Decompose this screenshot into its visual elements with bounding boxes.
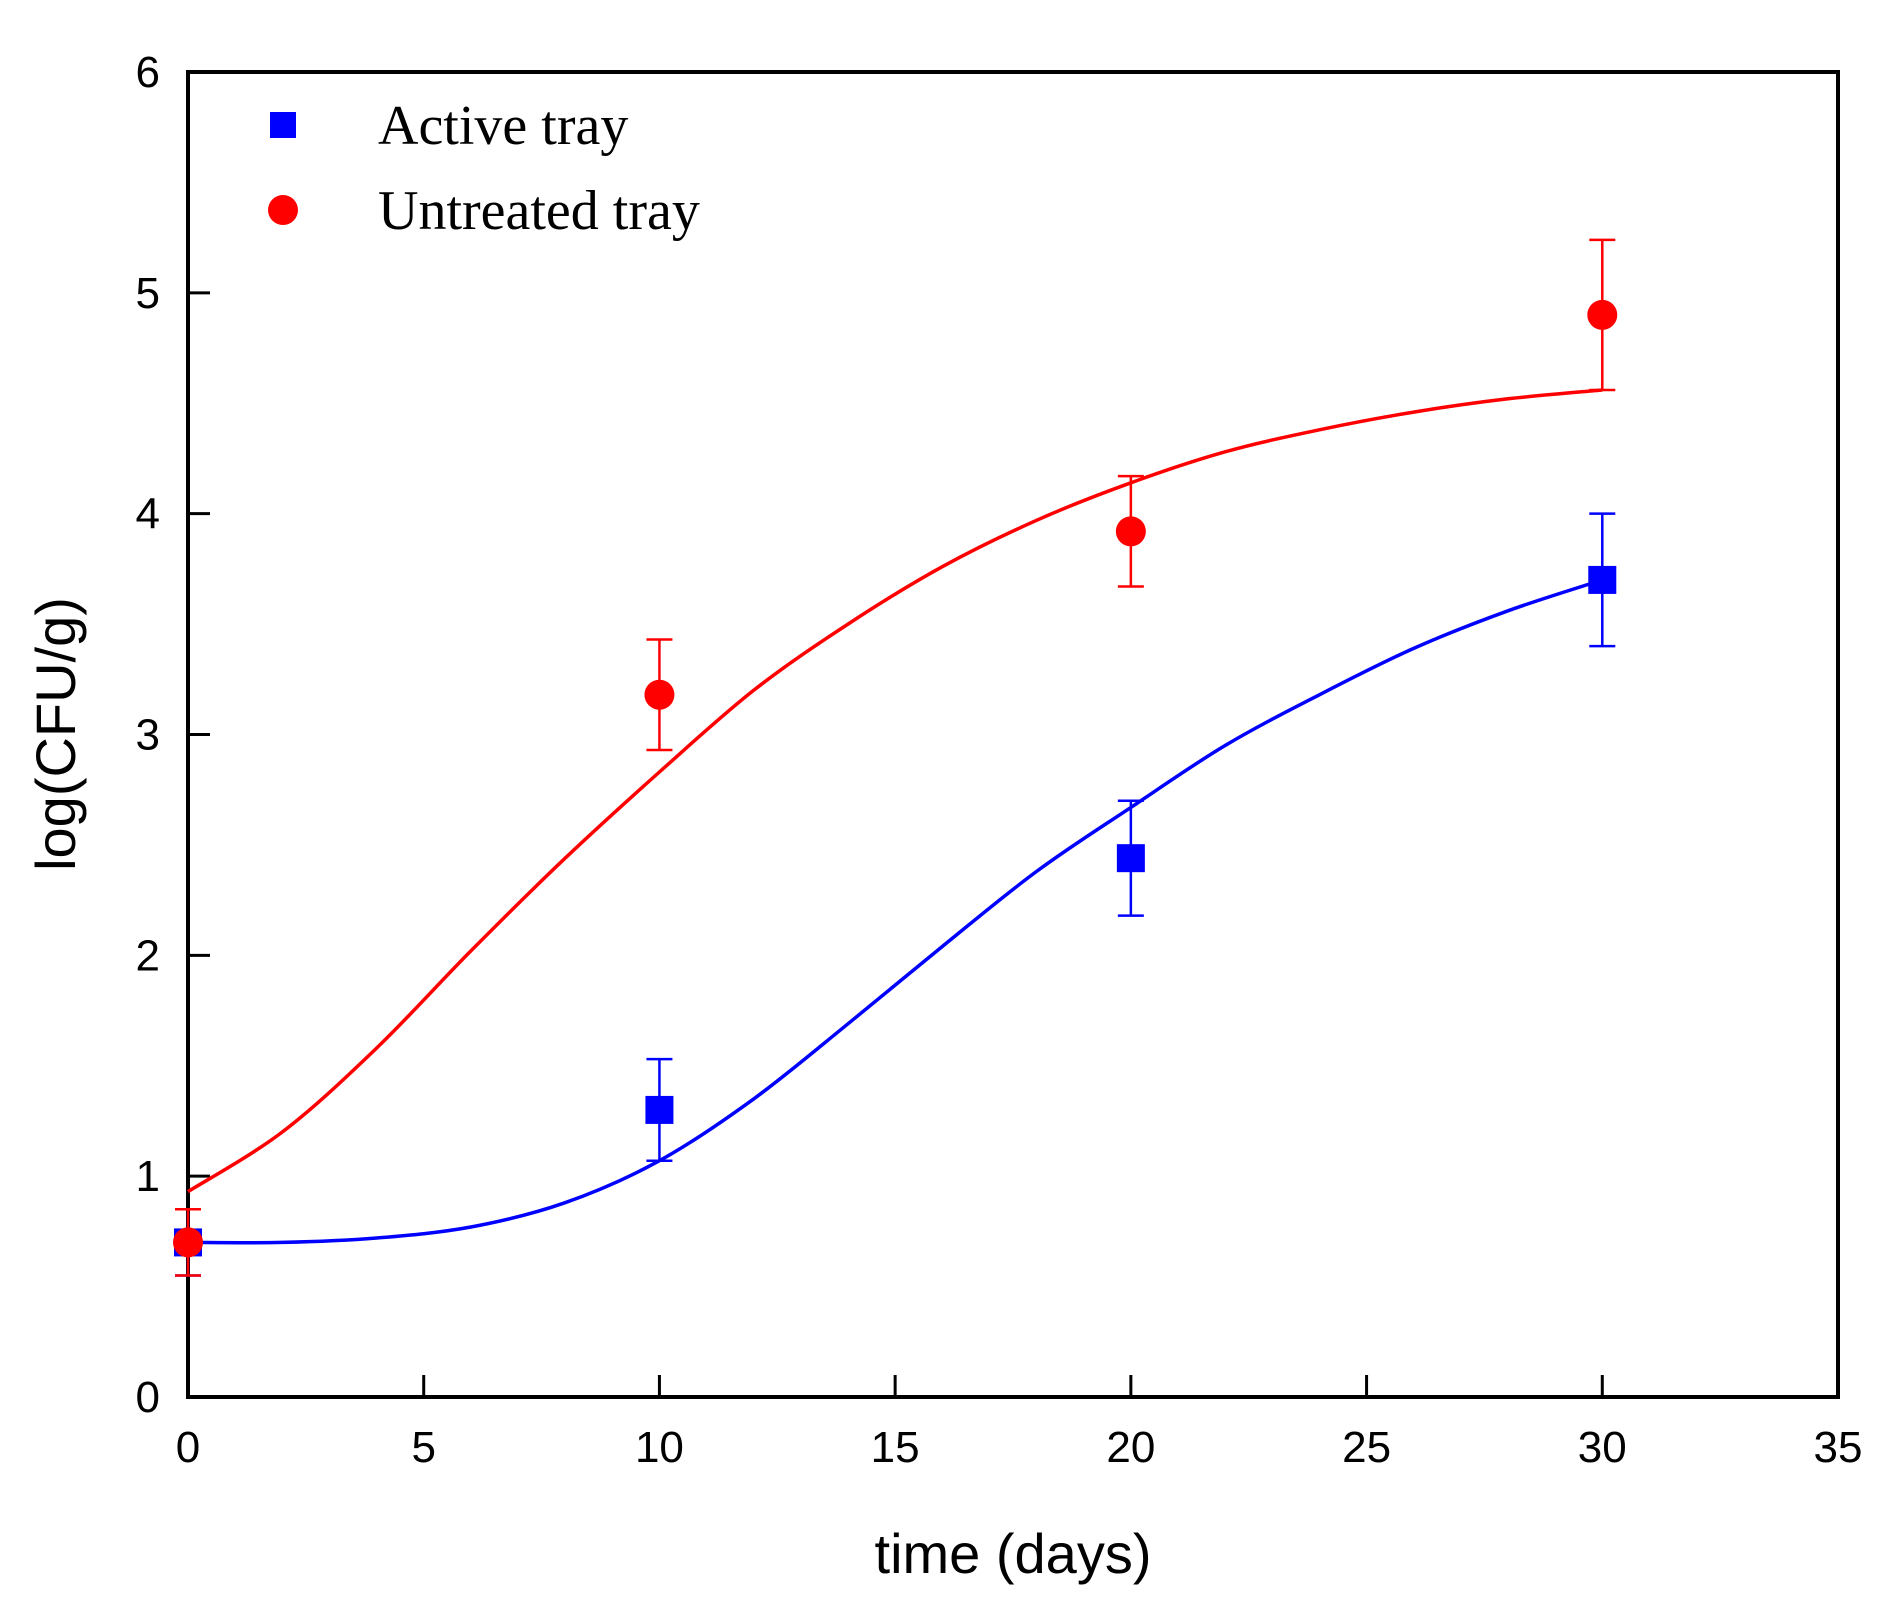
y-tick-label: 3: [136, 711, 160, 760]
y-axis-title: log(CFU/g): [24, 597, 87, 871]
y-tick-label: 4: [136, 490, 160, 539]
x-tick-label: 15: [871, 1423, 920, 1472]
x-tick-label: 0: [176, 1423, 200, 1472]
untreated-tray-point: [173, 1227, 203, 1258]
y-tick-label: 1: [136, 1152, 160, 1201]
active-tray-fit-line: [187, 578, 1603, 1245]
active-tray-point: [1116, 844, 1145, 873]
x-tick-label: 30: [1578, 1423, 1627, 1472]
legend-label-untreated-tray: Untreated tray: [378, 180, 700, 242]
legend-label-active-tray: Active tray: [378, 95, 628, 157]
untreated-tray-fit-line: [187, 388, 1603, 1194]
y-tick-label: 2: [136, 931, 160, 980]
x-tick-label: 25: [1342, 1423, 1391, 1472]
active-tray-point: [645, 1095, 674, 1124]
untreated-tray-point: [644, 679, 675, 710]
untreated-tray-point: [1587, 299, 1618, 330]
x-tick-label: 5: [411, 1423, 435, 1472]
y-tick-label: 0: [136, 1373, 160, 1422]
legend: Active tray Untreated tray: [268, 95, 700, 242]
axis-tick-labels: 0 5 10 15 20 25 30 35 0 1 2 3 4 5 6: [136, 48, 1863, 1472]
axis-ticks: [186, 70, 1840, 1399]
x-axis-title: time (days): [875, 1522, 1152, 1585]
active-tray-point: [1588, 565, 1617, 594]
x-tick-label: 10: [635, 1423, 684, 1472]
y-tick-label: 5: [136, 269, 160, 318]
data-points: [173, 299, 1618, 1258]
legend-marker-active-tray: [270, 112, 296, 138]
untreated-tray-point: [1115, 516, 1146, 547]
legend-marker-untreated-tray: [268, 195, 298, 225]
fit-curves: [187, 388, 1603, 1245]
y-tick-label: 6: [136, 48, 160, 97]
x-tick-label: 20: [1106, 1423, 1155, 1472]
x-tick-label: 35: [1814, 1423, 1863, 1472]
